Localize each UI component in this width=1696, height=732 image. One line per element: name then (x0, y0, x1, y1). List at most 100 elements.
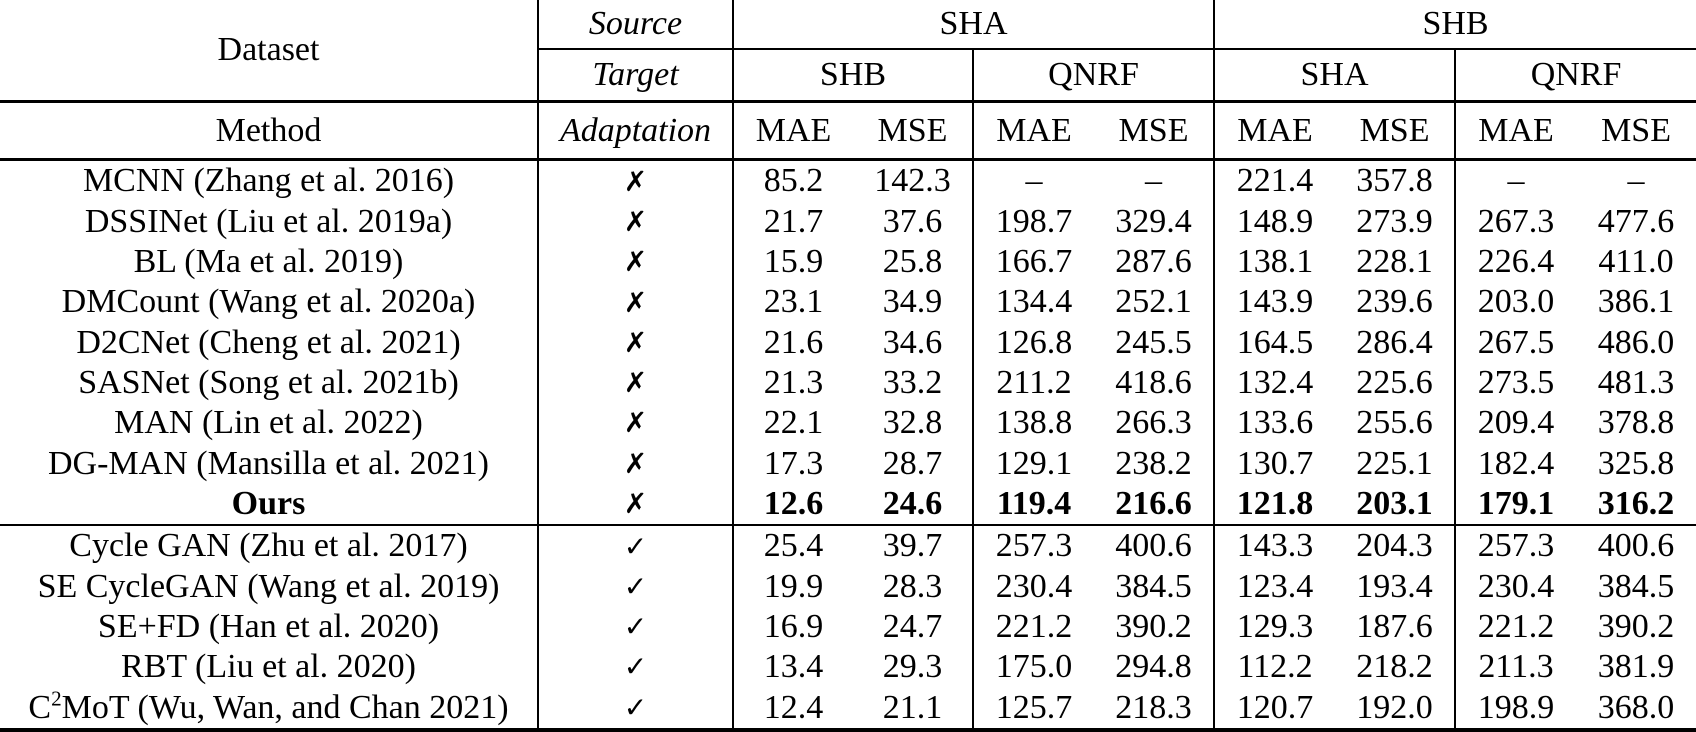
value-cell: 142.3 (853, 159, 974, 202)
method-cell: D2CNet (Cheng et al. 2021) (0, 322, 539, 363)
value-cell: 15.9 (763, 243, 824, 281)
value-cell: 198.9 (1455, 687, 1577, 732)
value-cell: 12.4 (733, 687, 853, 732)
mae-header: MAE (1214, 101, 1336, 161)
cross-icon: ✗ (538, 402, 734, 444)
value-cell: 216.6 (1094, 483, 1216, 525)
value-cell: 400.6 (1576, 523, 1696, 567)
value-cell: 166.7 (995, 243, 1073, 281)
value-cell: 368.0 (1576, 687, 1696, 732)
cross-icon: ✗ (538, 362, 734, 403)
value-cell: 164.5 (1236, 323, 1314, 361)
value-cell: 239.6 (1335, 282, 1457, 323)
value-cell: 129.3 (1236, 608, 1314, 646)
underlined-value: 112.2 (1236, 648, 1314, 688)
cross-icon: ✗ (538, 201, 734, 242)
underlined-value: 218.3 (1114, 688, 1193, 727)
value-cell: – (1507, 162, 1525, 200)
table-row: Cycle GAN (Zhu et al. 2017) ✓ 25.4 39.7 257.… (0, 523, 1696, 567)
value-cell: 204.3 (1335, 523, 1457, 567)
table-row: DMCount (Wang et al. 2020a) ✗ 23.1 34.9 134.… (0, 282, 1696, 323)
value-cell: 34.6 (853, 322, 974, 363)
method-cell: MAN (Lin et al. 2022) (0, 402, 539, 444)
value-cell: 21.6 (763, 323, 824, 361)
value-cell: 25.8 (853, 241, 974, 283)
value-cell: 266.3 (1094, 402, 1216, 444)
underlined-value: 368.0 (1596, 688, 1676, 727)
mse-header: MSE (1094, 101, 1216, 161)
table-row: D2CNet (Cheng et al. 2021) ✗ 21.6 34.6 126.8… (0, 322, 1696, 363)
value-cell: 148.9 (1236, 202, 1314, 240)
value-cell: 138.8 (995, 404, 1073, 442)
value-cell: 357.8 (1335, 159, 1457, 202)
value-cell: – (1025, 162, 1043, 200)
value-cell: 238.2 (1094, 443, 1216, 484)
table-row: SE CycleGAN (Wang et al. 2019) ✓ 19.9 28.3 2… (0, 566, 1696, 607)
value-cell: 203.1 (1335, 483, 1457, 525)
value-cell: 16.9 (763, 608, 824, 646)
table-row: SE+FD (Han et al. 2020) ✓ 16.9 24.7 221.2 390… (0, 606, 1696, 648)
underlined-value: 187.6 (1355, 608, 1434, 648)
method-header: Method (0, 101, 539, 161)
table-row: SASNet (Song et al. 2021b) ✗ 21.3 33.2 211.2… (0, 362, 1696, 403)
value-cell: 230.4 (1477, 567, 1555, 605)
value-cell: 129.1 (995, 444, 1073, 482)
value-cell: 384.5 (1597, 567, 1675, 605)
target-shb-header: SHB (733, 49, 974, 103)
method-cell: DG-MAN (Mansilla et al. 2021) (0, 443, 539, 484)
value-cell: 28.7 (853, 443, 974, 484)
value-cell: 85.2 (763, 162, 824, 200)
value-cell: 24.6 (853, 483, 974, 525)
table-body: MCNN (Zhang et al. 2016) ✗ 85.2 142.3– –221.… (0, 159, 1696, 732)
value-cell: 221.2 (1477, 608, 1555, 646)
value-cell: 134.4 (995, 283, 1073, 321)
table-row: RBT (Liu et al. 2020) ✓ 13.4 29.3 175.0 294.8… (0, 647, 1696, 688)
adaptation-header: Adaptation (538, 101, 734, 161)
value-cell: 21.3 (763, 363, 824, 401)
target-qnrf2-header: QNRF (1455, 49, 1696, 103)
underlined-value: 125.7 (994, 688, 1074, 727)
value-cell: 230.4 (995, 567, 1073, 605)
value-cell: 24.7 (853, 606, 974, 648)
check-icon: ✓ (538, 566, 734, 607)
value-cell: 273.5 (1477, 363, 1555, 401)
table-row: DSSINet (Liu et al. 2019a) ✗ 21.7 37.6 198.7… (0, 201, 1696, 242)
underlined-value: 198.9 (1476, 688, 1556, 727)
value-cell: 267.3 (1477, 202, 1555, 240)
superscript: 2 (51, 687, 62, 711)
target-header: Target (538, 49, 734, 103)
table-row: MCNN (Zhang et al. 2016) ✗ 85.2 142.3– –221.… (0, 159, 1696, 202)
source-sha-header: SHA (733, 0, 1216, 50)
value-cell: 138.1 (1236, 243, 1314, 281)
value-cell: 211.3 (1478, 648, 1554, 686)
cross-icon: ✗ (538, 322, 734, 363)
table-row: MAN (Lin et al. 2022) ✗ 22.1 32.8 138.8 266.3… (0, 402, 1696, 444)
value-cell: 34.9 (853, 282, 974, 323)
header-row-source: Dataset Source SHA SHB (0, 0, 1696, 103)
value-cell: 187.6 (1335, 606, 1457, 648)
table-header: Dataset Source SHA SHB Target SHB QNRF S… (0, 0, 1696, 161)
value-cell: 267.5 (1477, 323, 1555, 361)
value-cell: 386.1 (1597, 283, 1675, 321)
value-cell: 255.6 (1335, 402, 1457, 444)
underlined-value: 21.1 (881, 688, 944, 727)
value-cell: 477.6 (1597, 202, 1675, 240)
method-cell: SE+FD (Han et al. 2020) (0, 606, 539, 648)
value-cell: 378.8 (1597, 404, 1675, 442)
value-cell: 112.2 (1214, 647, 1335, 688)
check-icon: ✓ (538, 687, 734, 732)
mae-header: MAE (1455, 101, 1577, 161)
value-cell: 120.7 (1214, 687, 1336, 732)
dataset-header: Dataset (0, 0, 539, 103)
value-cell: 384.5 (1094, 566, 1216, 607)
value-cell: 143.9 (1236, 283, 1314, 321)
value-cell: 25.4 (733, 523, 853, 567)
cross-icon: ✗ (538, 159, 734, 202)
value-cell: 316.2 (1597, 484, 1675, 522)
value-cell: 17.3 (763, 444, 824, 482)
value-cell: 411.0 (1598, 243, 1674, 281)
value-cell: 123.4 (1236, 567, 1314, 605)
value-cell: 287.6 (1094, 241, 1216, 283)
value-cell: 481.3 (1597, 363, 1675, 401)
cross-icon: ✗ (538, 443, 734, 484)
